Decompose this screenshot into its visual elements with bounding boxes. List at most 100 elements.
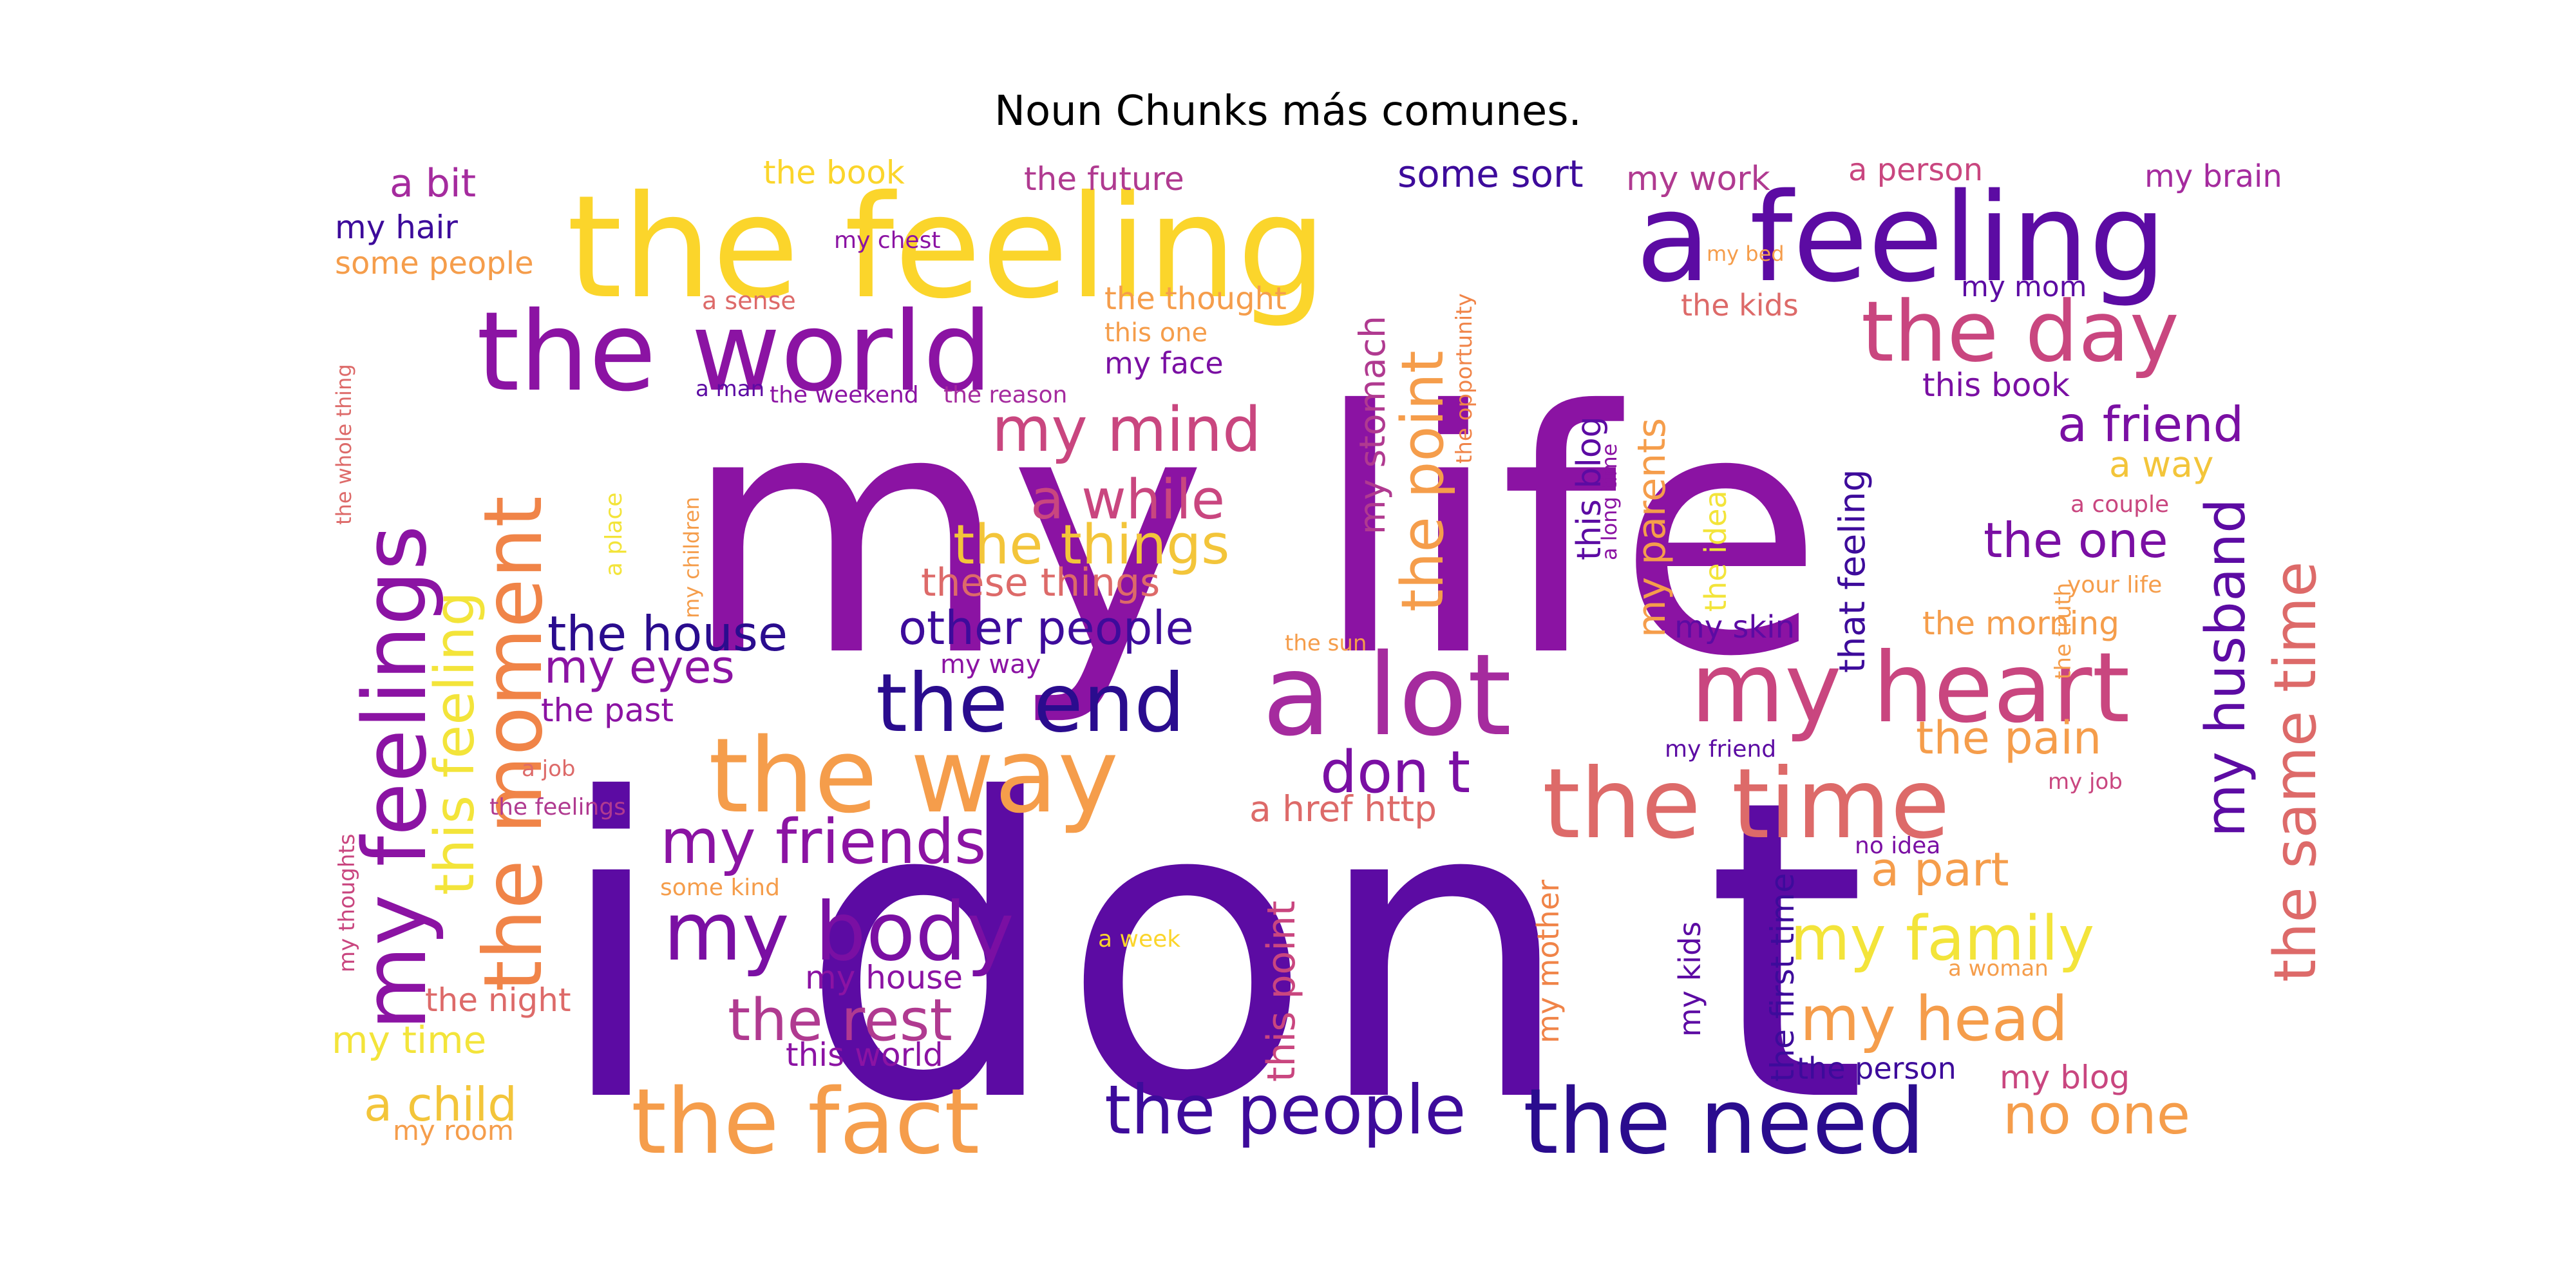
word-a-href-http: a href http bbox=[1249, 788, 1437, 829]
word-a-while: a while bbox=[1030, 468, 1225, 532]
word-these-things: these things bbox=[921, 560, 1160, 605]
word-the-sun: the sun bbox=[1285, 630, 1367, 656]
word-the-whole-thing: the whole thing bbox=[332, 364, 356, 525]
word-my-life: my life bbox=[683, 339, 1824, 730]
word-your-life: your life bbox=[2067, 572, 2162, 598]
word-a-sense: a sense bbox=[702, 287, 796, 315]
word-the-morning: the morning bbox=[1922, 605, 2119, 642]
word-my-parents: my parents bbox=[1629, 418, 1674, 638]
word-that-feeling: that feeling bbox=[1832, 469, 1873, 673]
word-my-job: my job bbox=[2048, 769, 2123, 795]
word-the-opportunity: the opportunity bbox=[1452, 293, 1477, 464]
word-the-day: the day bbox=[1861, 283, 2179, 381]
word-a-woman: a woman bbox=[1948, 956, 2049, 981]
word-this-feeling: this feeling bbox=[423, 591, 487, 895]
word-no-idea: no idea bbox=[1855, 833, 1940, 859]
word-this-one: this one bbox=[1104, 318, 1208, 348]
word-the-one: the one bbox=[1984, 512, 2168, 569]
word-the-time: the time bbox=[1542, 748, 1950, 860]
word-my-friend: my friend bbox=[1665, 736, 1776, 762]
word-the-end: the end bbox=[876, 657, 1185, 750]
word-my-bed: my bed bbox=[1707, 242, 1785, 266]
word-this-book: this book bbox=[1922, 366, 2070, 404]
chart-title: Noun Chunks más comunes. bbox=[994, 88, 1582, 135]
word-a-feeling: a feeling bbox=[1636, 167, 2166, 309]
word-the-rest: the rest bbox=[728, 987, 952, 1054]
word-no-one: no one bbox=[2003, 1083, 2190, 1147]
word-my-mother: my mother bbox=[1531, 880, 1566, 1043]
word-a-couple: a couple bbox=[2070, 491, 2169, 518]
word-the-thought: the thought bbox=[1104, 281, 1287, 317]
word-a-long-time: a long time bbox=[1597, 444, 1622, 560]
word-the-first-time: the first time bbox=[1764, 873, 1801, 1082]
word-some-people: some people bbox=[335, 245, 534, 281]
word-the-feeling: the feeling bbox=[567, 165, 1327, 330]
word-a-child: a child bbox=[364, 1077, 517, 1132]
word-the-feelings: the feelings bbox=[489, 794, 626, 820]
word-the-house: the house bbox=[547, 605, 788, 662]
word-my-head: my head bbox=[1800, 984, 2068, 1055]
word-the-way: the way bbox=[708, 715, 1119, 836]
word-my-heart: my heart bbox=[1690, 632, 2130, 744]
word-my-time: my time bbox=[332, 1018, 486, 1062]
word-a-friend: a friend bbox=[2058, 396, 2244, 453]
word-some-kind: some kind bbox=[660, 875, 780, 901]
word-the-reason: the reason bbox=[943, 382, 1067, 408]
word-a-place: a place bbox=[601, 493, 627, 576]
word-my-children: my children bbox=[679, 497, 704, 618]
word-my-body: my body bbox=[663, 886, 1014, 979]
word-my-stomach: my stomach bbox=[1352, 316, 1393, 535]
word-a-person: a person bbox=[1848, 152, 1983, 188]
word-the-kids: the kids bbox=[1681, 288, 1799, 323]
word-the-past: the past bbox=[541, 692, 674, 729]
word-my-room: my room bbox=[393, 1115, 514, 1146]
word-this-world: this world bbox=[786, 1036, 943, 1074]
word-my-skin: my skin bbox=[1674, 609, 1795, 645]
word-the-moment: the moment bbox=[467, 496, 560, 992]
word-my-house: my house bbox=[805, 959, 963, 996]
word-this-point: this point bbox=[1259, 900, 1304, 1082]
word-the-night: the night bbox=[425, 981, 571, 1019]
word-i-don-t: i don t bbox=[554, 712, 1867, 1192]
word-my-hair: my hair bbox=[335, 209, 458, 246]
word-don-t: don t bbox=[1320, 739, 1470, 806]
word-my-feelings: my feelings bbox=[345, 525, 446, 1030]
word-my-husband: my husband bbox=[2194, 498, 2258, 837]
word-the-world: the world bbox=[477, 289, 992, 416]
word-other-people: other people bbox=[898, 601, 1194, 655]
word-the-same-time: the same time bbox=[2262, 562, 2329, 982]
word-a-week: a week bbox=[1098, 926, 1180, 952]
word-the-truth: the truth bbox=[2050, 583, 2076, 679]
word-a-man: a man bbox=[696, 376, 764, 402]
word-my-mom: my mom bbox=[1961, 270, 2087, 303]
word-the-pain: the pain bbox=[1916, 712, 2101, 764]
word-a-part: a part bbox=[1871, 842, 2009, 896]
word-this-blog: this blog bbox=[1570, 416, 1609, 560]
word-my-brain: my brain bbox=[2145, 158, 2282, 194]
word-my-way: my way bbox=[940, 650, 1041, 679]
word-a-job: a job bbox=[522, 756, 575, 782]
word-my-blog: my blog bbox=[2000, 1059, 2130, 1096]
word-my-kids: my kids bbox=[1672, 922, 1707, 1037]
word-the-weekend: the weekend bbox=[770, 382, 919, 408]
word-the-fact: the fact bbox=[631, 1070, 980, 1175]
word-the-idea: the idea bbox=[1698, 490, 1733, 612]
word-the-future: the future bbox=[1024, 160, 1184, 198]
word-a-way: a way bbox=[2109, 444, 2213, 485]
word-the-need: the need bbox=[1523, 1070, 1925, 1175]
word-my-face: my face bbox=[1104, 346, 1224, 381]
word-the-people: the people bbox=[1104, 1071, 1466, 1150]
word-my-chest: my chest bbox=[834, 227, 940, 254]
word-the-things: the things bbox=[953, 513, 1229, 577]
word-my-mind: my mind bbox=[992, 395, 1261, 466]
word-a-bit: a bit bbox=[390, 161, 476, 206]
word-some-sort: some sort bbox=[1397, 152, 1584, 196]
word-my-eyes: my eyes bbox=[544, 641, 735, 694]
word-the-point: the point bbox=[1389, 350, 1457, 612]
word-my-thoughts: my thoughts bbox=[334, 834, 360, 972]
word-my-work: my work bbox=[1626, 160, 1770, 198]
word-the-person: the person bbox=[1797, 1051, 1956, 1086]
word-a-lot: a lot bbox=[1262, 630, 1511, 761]
